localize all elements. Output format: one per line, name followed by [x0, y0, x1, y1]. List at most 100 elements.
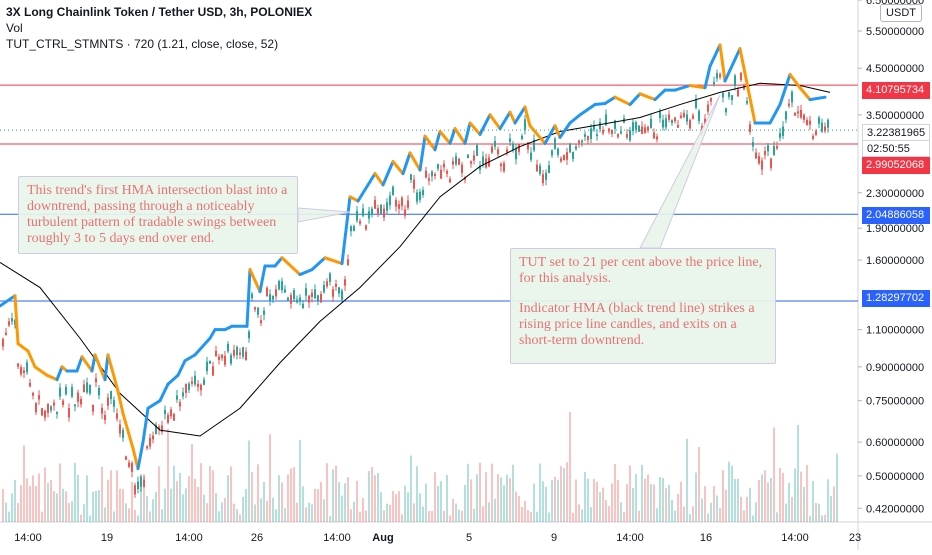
tut-line-segment	[146, 399, 162, 410]
tut-line-segment	[593, 102, 607, 107]
volume-bar	[326, 463, 328, 522]
candle-body	[449, 178, 451, 183]
candle-body	[14, 319, 16, 325]
volume-bar	[302, 486, 304, 522]
volume-bar	[773, 427, 775, 522]
candle-body	[653, 132, 655, 139]
annotation-left-note[interactable]: This trend's first HMA intersection blas…	[18, 176, 298, 254]
volume-bar	[635, 474, 637, 522]
volume-bar	[623, 512, 625, 522]
tut-line-segment	[453, 127, 467, 145]
volume-bar	[665, 488, 667, 522]
candle-body	[494, 141, 496, 147]
candle-body	[638, 125, 640, 132]
candle-body	[110, 390, 112, 400]
tut-line-segment	[280, 256, 302, 277]
bar-countdown-tag: 02:50:55	[862, 140, 930, 157]
volume-bar	[722, 470, 724, 522]
volume-bar	[80, 514, 82, 522]
tut-line-segment	[45, 373, 59, 382]
candle-body	[482, 156, 484, 165]
volume-bar	[695, 472, 697, 522]
tut-line-segment	[433, 129, 442, 152]
volume-bar	[380, 492, 382, 522]
symbol-title[interactable]: 3X Long Chainlink Token / Tether USD, 3h…	[6, 5, 313, 19]
volume-bar	[764, 470, 766, 522]
candle-body	[386, 202, 388, 211]
volume-bar	[629, 465, 631, 522]
x-tick-label: Aug	[372, 532, 393, 544]
volume-bar	[473, 508, 475, 522]
candle-body	[257, 307, 259, 315]
volume-bar	[710, 502, 712, 522]
tut-line-segment	[381, 160, 395, 187]
tut-line-segment	[463, 121, 472, 145]
volume-bar	[11, 493, 13, 522]
candle-body	[587, 135, 589, 141]
volume-bar	[815, 503, 817, 522]
volume-bar	[215, 493, 217, 522]
volume-bar	[701, 498, 703, 522]
volume-bar	[53, 491, 55, 522]
candle-body	[812, 136, 814, 139]
annotation-left-text: This trend's first HMA intersection blas…	[27, 183, 288, 246]
volume-bar	[389, 504, 391, 522]
volume-bar	[197, 486, 199, 522]
volume-bar	[386, 503, 388, 522]
volume-legend[interactable]: Vol	[6, 21, 23, 35]
volume-bar	[272, 497, 274, 522]
candle-body	[788, 103, 790, 107]
indicator-legend[interactable]: TUT_CTRL_STMNTS · 720 (1.21, close, clos…	[6, 37, 279, 51]
volume-bar	[506, 474, 508, 522]
candle-body	[200, 384, 202, 391]
volume-bar	[692, 506, 694, 522]
volume-bar	[167, 428, 169, 522]
volume-bar	[374, 475, 376, 522]
volume-bar	[491, 463, 493, 522]
candle-body	[290, 295, 292, 304]
candle-body	[266, 287, 268, 297]
volume-bar	[14, 479, 16, 522]
volume-bar	[281, 482, 283, 522]
candle-body	[62, 400, 64, 405]
volume-bar	[173, 465, 175, 522]
volume-bar	[107, 479, 109, 522]
currency-button[interactable]: USDT	[880, 4, 922, 22]
volume-bar	[821, 515, 823, 522]
volume-bar	[140, 475, 142, 522]
price-tag-blue-upper: 2.04886058	[862, 207, 930, 224]
volume-bar	[179, 473, 181, 522]
volume-bar	[746, 496, 748, 522]
volume-bar	[767, 482, 769, 522]
volume-bar	[74, 462, 76, 522]
candle-body	[281, 281, 283, 291]
hma-line	[0, 82, 831, 437]
volume-bar	[647, 474, 649, 522]
candle-body	[392, 186, 394, 195]
volume-bar	[158, 466, 160, 522]
y-tick-label: 3.50000000	[866, 110, 924, 122]
volume-bar	[83, 504, 85, 522]
candle-body	[350, 226, 352, 232]
volume-bar	[719, 508, 721, 522]
candle-body	[419, 191, 421, 200]
volume-bar	[632, 487, 634, 522]
volume-bar	[278, 475, 280, 522]
volume-bar	[836, 453, 838, 522]
annotation-right-note[interactable]: TUT set to 21 per cent above the price l…	[510, 248, 776, 364]
volume-bar	[470, 479, 472, 522]
volume-bar	[791, 496, 793, 522]
candle-body	[659, 111, 661, 119]
candle-body	[89, 385, 91, 394]
x-tick-label: 14:00	[175, 532, 203, 544]
candle-body	[125, 456, 127, 460]
volume-bar	[260, 498, 262, 522]
candle-body	[101, 407, 103, 414]
candle-body	[8, 321, 10, 326]
x-tick-label: 26	[251, 532, 263, 544]
volume-bar	[2, 489, 4, 522]
volume-bar	[668, 484, 670, 522]
candle-body	[746, 100, 748, 104]
